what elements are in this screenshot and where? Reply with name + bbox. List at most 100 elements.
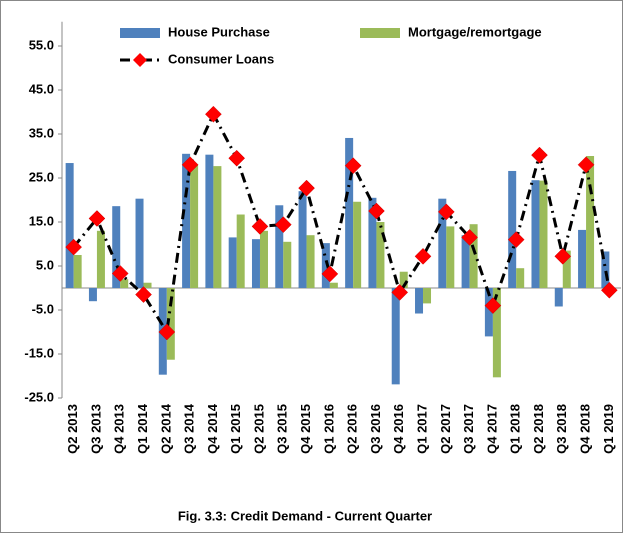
- legend-swatch: [360, 28, 400, 38]
- x-tick-label: Q3 2016: [368, 404, 383, 454]
- y-tick-label: -5.0: [32, 301, 54, 316]
- bar: [376, 222, 385, 288]
- bar: [399, 271, 408, 288]
- legend-swatch: [120, 28, 160, 38]
- marker: [251, 218, 269, 235]
- bar: [586, 156, 595, 288]
- bar: [423, 288, 432, 304]
- x-tick-label: Q4 2013: [112, 404, 127, 454]
- bar: [96, 230, 105, 288]
- marker: [577, 156, 595, 174]
- bar: [508, 170, 517, 288]
- bar: [539, 180, 548, 288]
- bar: [213, 166, 222, 288]
- marker: [158, 323, 176, 341]
- bar: [236, 214, 245, 288]
- bar: [182, 153, 191, 288]
- bar: [329, 282, 338, 288]
- marker: [205, 105, 222, 123]
- bar: [554, 288, 563, 307]
- bar: [190, 164, 199, 288]
- bar: [283, 241, 292, 288]
- bar: [578, 229, 587, 288]
- bar: [112, 206, 121, 288]
- x-tick-label: Q1 2015: [228, 404, 243, 454]
- x-tick-label: Q1 2014: [135, 403, 150, 454]
- x-tick-label: Q3 2013: [88, 404, 103, 454]
- legend-label: Mortgage/remortgage: [408, 24, 542, 39]
- x-tick-label: Q1 2016: [321, 404, 336, 454]
- x-tick-label: Q2 2014: [158, 403, 173, 454]
- bar: [461, 235, 470, 288]
- legend-label: House Purchase: [168, 24, 270, 39]
- line: [72, 110, 611, 337]
- x-tick-label: Q4 2014: [205, 403, 220, 454]
- bar: [353, 201, 362, 288]
- x-tick-label: Q3 2015: [275, 404, 290, 454]
- bar: [135, 198, 144, 288]
- marker: [461, 229, 478, 246]
- bar: [446, 226, 455, 288]
- bar: [415, 288, 424, 314]
- bar: [275, 205, 284, 288]
- x-tick-label: Q1 2019: [601, 404, 616, 454]
- bar: [345, 137, 354, 288]
- bar: [120, 279, 129, 288]
- bar: [484, 288, 493, 337]
- bar: [531, 180, 540, 288]
- marker: [88, 210, 106, 227]
- y-tick-label: -15.0: [24, 345, 54, 360]
- marker: [414, 247, 432, 265]
- bar: [65, 163, 74, 288]
- x-tick-label: Q4 2016: [391, 404, 406, 454]
- bar: [469, 224, 478, 288]
- y-tick-label: 15.0: [29, 213, 54, 228]
- bar: [368, 197, 377, 288]
- y-tick-label: -25.0: [24, 389, 54, 404]
- x-tick-label: Q2 2015: [251, 404, 266, 454]
- x-tick-label: Q2 2018: [531, 404, 546, 454]
- marker: [437, 203, 455, 221]
- bar: [306, 235, 315, 288]
- marker: [368, 202, 385, 220]
- y-tick-label: 55.0: [29, 37, 54, 52]
- bar: [492, 288, 501, 378]
- y-tick-label: 35.0: [29, 125, 54, 140]
- bar: [166, 288, 175, 360]
- bar: [298, 191, 307, 288]
- marker: [507, 231, 525, 248]
- marker: [391, 284, 409, 301]
- marker: [484, 297, 502, 314]
- x-tick-label: Q2 2016: [345, 404, 360, 454]
- marker: [601, 281, 618, 299]
- bar: [601, 251, 610, 288]
- x-tick-label: Q3 2017: [461, 404, 476, 454]
- x-tick-label: Q1 2017: [414, 404, 429, 454]
- marker: [228, 149, 246, 167]
- marker: [274, 216, 292, 233]
- bar: [562, 250, 571, 288]
- x-tick-label: Q3 2014: [182, 403, 197, 454]
- bar: [205, 154, 214, 288]
- marker: [321, 265, 339, 283]
- marker: [531, 146, 548, 164]
- x-tick-label: Q4 2017: [484, 404, 499, 454]
- x-tick-label: Q3 2018: [554, 404, 569, 454]
- x-tick-label: Q2 2013: [65, 404, 80, 454]
- bar: [73, 255, 82, 288]
- bar: [88, 288, 97, 302]
- marker: [298, 179, 315, 197]
- bar: [251, 239, 260, 288]
- bar: [143, 282, 152, 288]
- bar: [321, 243, 330, 288]
- legend-marker: [133, 53, 147, 67]
- marker: [65, 238, 82, 256]
- marker: [135, 286, 152, 303]
- bar: [438, 198, 447, 288]
- y-tick-label: 45.0: [29, 81, 54, 96]
- bar: [391, 288, 400, 385]
- bar: [259, 230, 268, 288]
- marker: [344, 157, 362, 175]
- x-tick-label: Q4 2018: [578, 404, 593, 454]
